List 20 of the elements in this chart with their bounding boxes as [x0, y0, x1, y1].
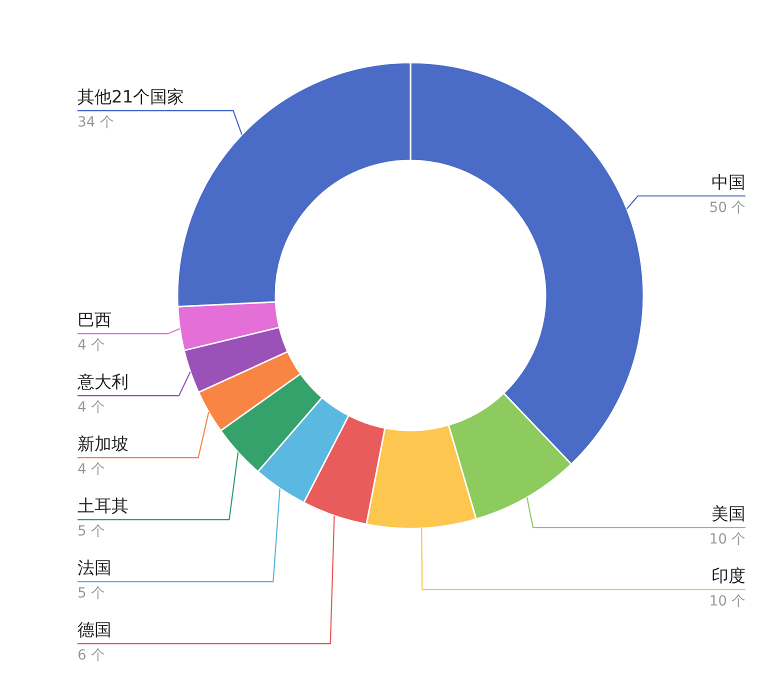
data-label: 4 个: [78, 338, 105, 354]
slice-label: 意大利: [76, 372, 128, 393]
slice-label: 法国: [78, 558, 112, 579]
data-label: 10 个: [709, 532, 746, 548]
slice-label: 印度: [712, 566, 746, 587]
data-label: 4 个: [78, 462, 105, 478]
slice-label: 中国: [712, 172, 746, 193]
slice-label: 巴西: [78, 310, 112, 331]
slice-label: 土耳其: [78, 496, 128, 517]
data-label: 5 个: [78, 524, 105, 540]
data-label: 10 个: [709, 594, 746, 610]
slice-label: 新加坡: [78, 434, 128, 455]
slice-label: 德国: [78, 620, 112, 641]
data-label: 5 个: [78, 586, 105, 602]
data-label: 4 个: [78, 400, 105, 416]
data-label: 50 个: [709, 200, 746, 216]
slice-label: 其他21个国家: [78, 88, 184, 108]
data-label: 6 个: [78, 648, 105, 664]
data-label: 34 个: [78, 114, 114, 131]
slice-label: 美国: [712, 504, 746, 525]
